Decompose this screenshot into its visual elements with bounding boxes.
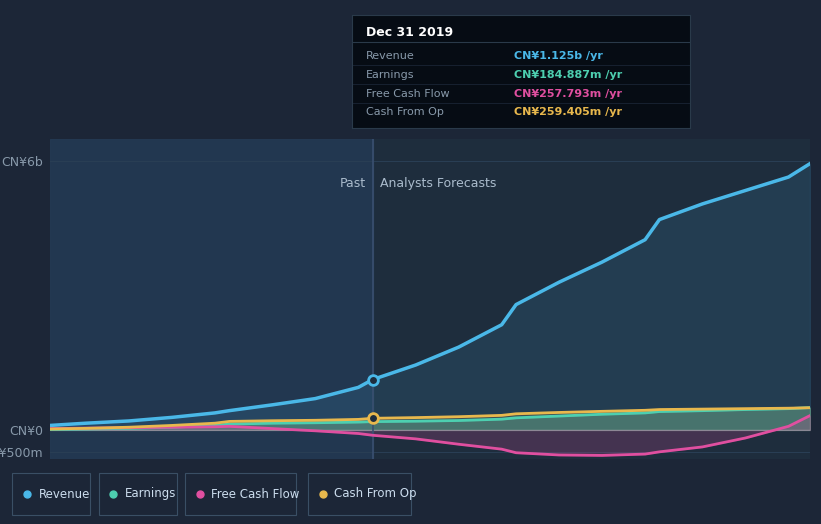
Text: CN¥257.793m /yr: CN¥257.793m /yr	[514, 89, 622, 99]
Bar	[50, 139, 373, 459]
Text: Free Cash Flow: Free Cash Flow	[365, 89, 449, 99]
Text: Cash From Op: Cash From Op	[334, 487, 416, 500]
Text: Revenue: Revenue	[365, 51, 415, 61]
Text: Cash From Op: Cash From Op	[365, 107, 443, 117]
Text: Analysts Forecasts: Analysts Forecasts	[380, 178, 496, 190]
Text: CN¥1.125b /yr: CN¥1.125b /yr	[514, 51, 603, 61]
Text: Past: Past	[339, 178, 365, 190]
Text: CN¥184.887m /yr: CN¥184.887m /yr	[514, 70, 622, 80]
Text: Earnings: Earnings	[125, 487, 177, 500]
Text: Earnings: Earnings	[365, 70, 414, 80]
Text: Dec 31 2019: Dec 31 2019	[365, 26, 452, 39]
Text: CN¥259.405m /yr: CN¥259.405m /yr	[514, 107, 622, 117]
Text: Free Cash Flow: Free Cash Flow	[211, 487, 300, 500]
Text: Revenue: Revenue	[39, 487, 90, 500]
